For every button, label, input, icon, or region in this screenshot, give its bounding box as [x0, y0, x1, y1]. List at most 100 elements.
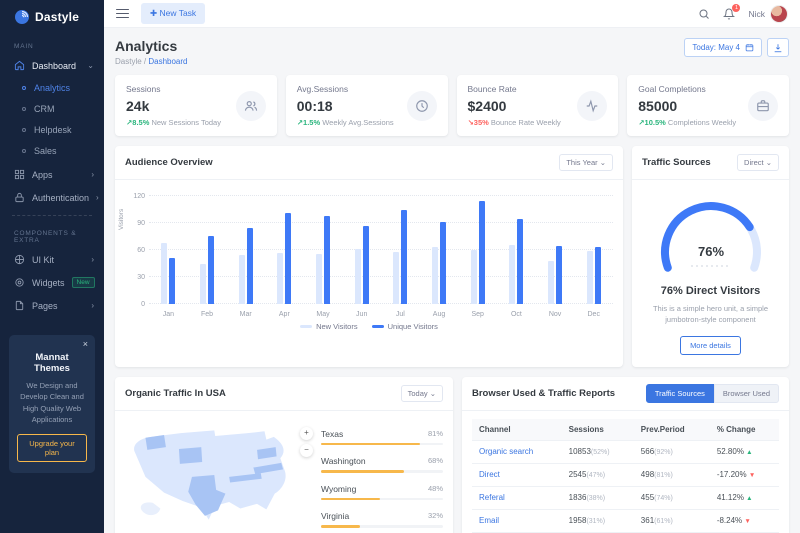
bar-group-nov[interactable]: Nov [536, 190, 575, 318]
legend-item[interactable]: New Visitors [300, 322, 358, 331]
sidebar-item-dashboard[interactable]: Dashboard ⌄ [0, 54, 104, 77]
bar-group-dec[interactable]: Dec [574, 190, 613, 318]
bar-group-jan[interactable]: Jan [149, 190, 188, 318]
organic-filter-dropdown[interactable]: Today ⌄ [400, 384, 443, 402]
bar-group-jun[interactable]: Jun [342, 190, 381, 318]
breadcrumb-current: Dashboard [148, 57, 188, 66]
search-icon[interactable] [698, 8, 710, 20]
state-progress-bar [321, 497, 380, 500]
channel-link[interactable]: Social [472, 531, 562, 533]
sidebar-item-pages[interactable]: Pages › [0, 294, 104, 317]
state-pennsylvania [257, 446, 277, 459]
prev-period-cell: 455(74%) [633, 485, 710, 509]
legend-swatch [371, 325, 384, 328]
sidebar-subitem-crm[interactable]: CRM [0, 98, 104, 119]
promo-title: Mannat Themes [34, 352, 70, 374]
stat-delta-text: ↗8.5% New Sessions Today [126, 118, 221, 127]
tab-browser-used[interactable]: Browser Used [713, 383, 779, 403]
breadcrumb-root[interactable]: Dastyle [115, 57, 142, 66]
new-task-button[interactable]: ✚ New Task [141, 3, 206, 24]
sidebar-item-ui-kit[interactable]: UI Kit › [0, 248, 104, 271]
sidebar-item-apps[interactable]: Apps › [0, 163, 104, 186]
usa-outline [134, 429, 286, 520]
date-picker-button[interactable]: Today: May 4 [684, 38, 762, 57]
state-traffic-list: Texas 81% Washington 68% Wyoming 48% Virginia 3… [321, 419, 443, 533]
sidebar-subitem-analytics[interactable]: Analytics [0, 77, 104, 98]
bar-group-oct[interactable]: Oct [497, 190, 536, 318]
report-tab-group: Traffic Sources Browser Used [645, 383, 779, 403]
tab-traffic-sources[interactable]: Traffic Sources [645, 383, 714, 403]
sidebar-subitem-sales[interactable]: Sales [0, 140, 104, 161]
state-percentage: 81% [427, 428, 443, 438]
map-zoom-out-button[interactable]: − [300, 443, 313, 457]
map-zoom-in-button[interactable]: + [300, 426, 313, 440]
bar-group-apr[interactable]: Apr [265, 190, 304, 318]
card-title: Browser Used & Traffic Reports [472, 387, 616, 399]
sidebar-item-authentication[interactable]: Authentication › [0, 186, 104, 209]
stat-label: Avg.Sessions [296, 84, 349, 94]
sidebar-divider [12, 215, 92, 216]
state-wyoming [178, 446, 203, 464]
channel-link[interactable]: Email [472, 508, 562, 532]
x-tick-label: Jun [356, 311, 368, 318]
change-cell: 52.80% ▲ [709, 439, 779, 463]
bullet-icon [22, 148, 26, 153]
user-menu[interactable]: Nick [748, 4, 788, 23]
new-badge: New [71, 277, 95, 288]
x-tick-label: Oct [510, 311, 522, 318]
channel-link[interactable]: Referal [472, 485, 562, 509]
bar-group-jul[interactable]: Jul [381, 190, 420, 318]
stat-delta-text: ↘35% Bounce Rate Weekly [467, 118, 561, 127]
bell-icon[interactable]: 1 [723, 3, 741, 20]
channel-link[interactable]: Direct [472, 462, 562, 486]
bar-group-may[interactable]: May [304, 190, 343, 318]
gauge-heading: 76% Direct Visitors [660, 285, 761, 297]
hamburger-menu-icon[interactable] [116, 6, 129, 21]
sidebar-subitem-helpdesk[interactable]: Helpdesk [0, 119, 104, 140]
card-title: Audience Overview [125, 157, 213, 168]
user-name: Nick [748, 8, 765, 19]
sidebar-item-widgets[interactable]: Widgets New [0, 271, 104, 294]
state-alaska [140, 501, 161, 515]
bar-unique-visitors [324, 215, 331, 304]
x-tick-label: Jul [395, 311, 405, 318]
table-row: Email 1958(31%) 361(61%) -8.24% ▼ [472, 508, 779, 532]
pages-icon [14, 300, 25, 311]
bar-new-visitors [509, 244, 516, 304]
download-button[interactable] [767, 38, 789, 57]
usa-map[interactable]: + − [125, 419, 313, 533]
bar-unique-visitors [401, 209, 408, 304]
nav-section-components: Components & Extra [14, 230, 77, 244]
bar-group-mar[interactable]: Mar [226, 190, 265, 318]
upgrade-plan-button[interactable]: Upgrade your plan [17, 434, 87, 462]
sidebar-item-label: Apps [32, 169, 53, 180]
column-header: Prev.Period [633, 418, 710, 440]
table-row: Direct 2545(47%) 498(81%) -17.20% ▼ [472, 462, 779, 486]
bar-group-aug[interactable]: Aug [420, 190, 459, 318]
legend-item[interactable]: Unique Visitors [371, 322, 438, 331]
x-tick-label: Jan [162, 311, 174, 318]
stat-label: Bounce Rate [467, 84, 517, 94]
bar-group-sep[interactable]: Sep [458, 190, 497, 318]
stat-value: 24k [126, 98, 150, 114]
bar-group-feb[interactable]: Feb [188, 190, 227, 318]
ui-kit-icon [14, 254, 25, 265]
sessions-cell: 1836(38%) [561, 485, 634, 509]
download-icon [774, 43, 782, 52]
brand-name: Dastyle [35, 10, 80, 24]
audience-bar-chart: Visitors 0 30 60 90 120 Jan Feb Mar Apr May Jun Jul… [118, 190, 615, 318]
close-icon[interactable]: × [82, 339, 88, 349]
bar-unique-visitors [478, 201, 485, 304]
brand-logo[interactable]: Dastyle [0, 0, 104, 35]
column-header: % Change [709, 418, 779, 440]
stat-card-avg-sessions: Avg.Sessions 00:18 ↗1.5% Weekly Avg.Sessio… [285, 75, 448, 136]
bar-unique-visitors [208, 235, 214, 304]
traffic-filter-dropdown[interactable]: Direct ⌄ [737, 154, 779, 171]
home-icon [14, 60, 25, 71]
traffic-gauge-chart: 76% [660, 202, 761, 272]
state-virginia [253, 462, 284, 474]
chevron-right-icon: › [91, 301, 94, 310]
channel-link[interactable]: Organic search [472, 439, 562, 463]
audience-filter-dropdown[interactable]: This Year ⌄ [559, 154, 613, 171]
more-details-button[interactable]: More details [680, 335, 741, 355]
